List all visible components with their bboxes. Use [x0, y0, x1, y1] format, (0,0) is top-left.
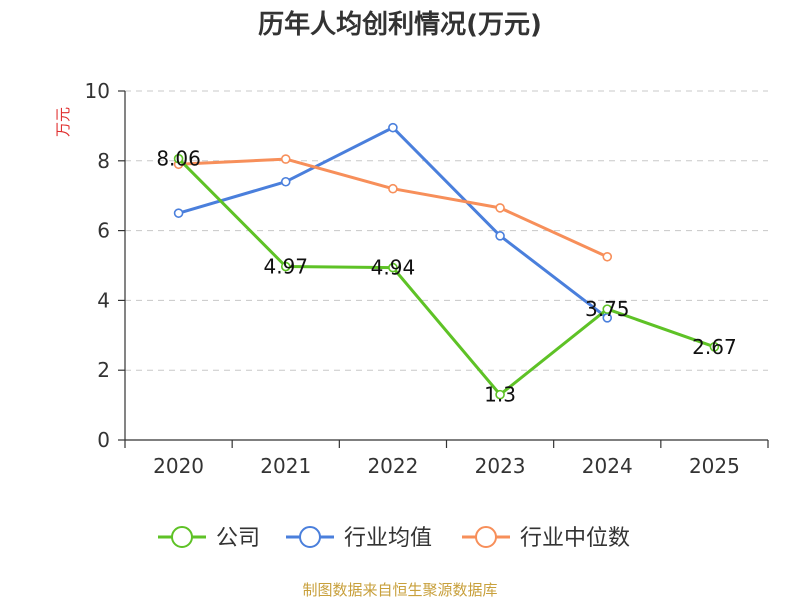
legend-item-1[interactable]: 行业均值: [286, 526, 432, 551]
legend-label: 行业中位数: [520, 526, 630, 551]
data-point: [495, 389, 505, 400]
gridlines: [125, 90, 768, 371]
series-0: [173, 153, 720, 400]
data-point: [388, 183, 398, 194]
data-point: [280, 154, 291, 164]
x-tick-label: 2023: [475, 454, 526, 478]
legend-item-2[interactable]: 行业中位数: [462, 526, 630, 551]
y-tick-label: 2: [97, 358, 110, 382]
data-point: [388, 262, 398, 273]
legend-marker: [299, 526, 321, 548]
legend-label: 公司: [216, 526, 260, 551]
data-point: [173, 153, 184, 164]
y-tick-label: 6: [97, 219, 110, 243]
series-line: [177, 157, 715, 397]
y-tick-label: 10: [85, 79, 110, 103]
legend-label: 行业均值: [344, 526, 432, 551]
data-point: [280, 261, 291, 272]
y-tick-label: 0: [97, 428, 110, 452]
data-point: [495, 231, 505, 241]
data-point: [495, 203, 505, 213]
x-tick-label: 2025: [689, 454, 740, 478]
x-tick-label: 2020: [153, 454, 204, 478]
x-tick-label: 2021: [260, 454, 311, 478]
legend-marker: [475, 526, 497, 548]
y-tick-label: 8: [97, 149, 110, 173]
x-tick-label: 2022: [367, 454, 418, 478]
series-line: [178, 157, 608, 259]
data-label: 8.06: [156, 147, 201, 171]
series-2: [173, 154, 613, 262]
legend[interactable]: 公司 行业均值 行业中位数: [158, 526, 630, 551]
data-labels: 8.06 4.97 4.94 1.3 3.75 2.67: [156, 147, 736, 407]
series-layer: [173, 122, 720, 400]
chart-title: 历年人均创利情况(万元): [258, 9, 542, 40]
data-point: [280, 176, 291, 187]
y-axis-unit: 万元: [54, 107, 72, 137]
data-point: [602, 251, 613, 262]
legend-item-0[interactable]: 公司: [158, 526, 260, 551]
data-label: 1.3: [484, 383, 516, 407]
series-1: [173, 122, 613, 323]
data-point: [709, 342, 720, 352]
legend-marker: [171, 526, 193, 548]
axes: 0 2 4 6 8 10 2020 2021 2022 2023 2024 2025: [85, 79, 769, 478]
data-label: 4.97: [263, 255, 308, 279]
source-note: 制图数据来自恒生聚源数据库: [302, 581, 497, 599]
data-point: [602, 304, 613, 314]
x-tick-label: 2024: [582, 454, 633, 478]
data-point: [388, 122, 398, 133]
data-label: 2.67: [692, 335, 737, 359]
y-tick-label: 4: [97, 288, 110, 312]
data-label: 4.94: [371, 256, 416, 280]
data-label: 3.75: [585, 297, 630, 321]
data-point: [173, 208, 184, 218]
